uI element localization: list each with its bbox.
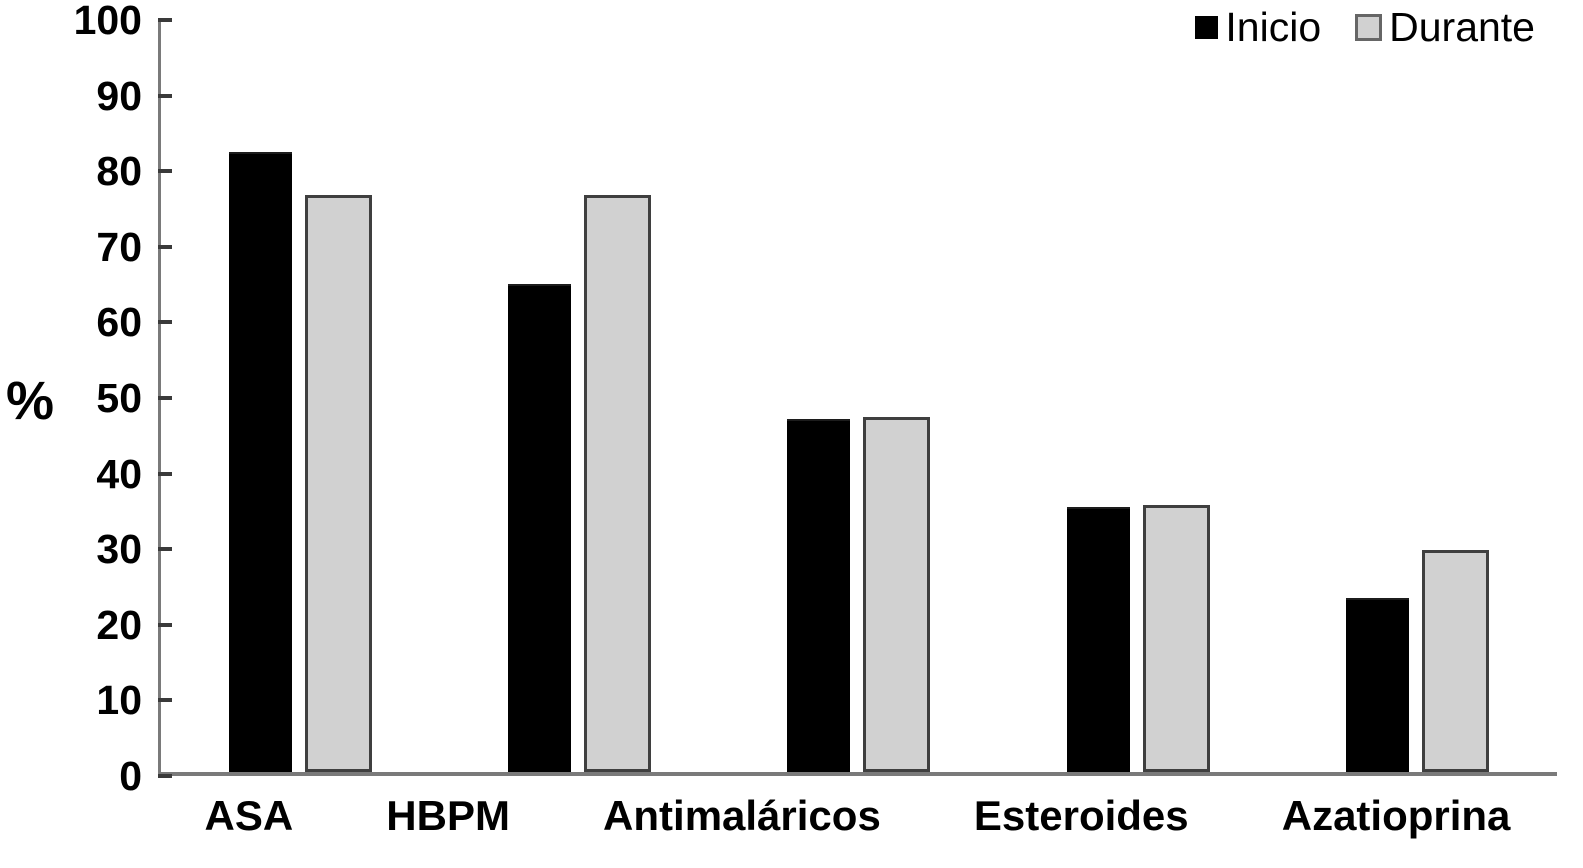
durante-swatch-icon [1355, 14, 1383, 41]
y-tick-label: 40 [96, 451, 142, 497]
bar-durante-asa [305, 195, 373, 772]
bar-group-hbpm [508, 195, 652, 772]
bar-group-asa [229, 152, 373, 772]
y-tick [158, 623, 172, 627]
bar-durante-azatioprina [1421, 550, 1489, 772]
legend-item-durante: Durante [1355, 4, 1535, 51]
x-label-hbpm: HBPM [386, 792, 510, 839]
y-tick-label: 80 [96, 148, 142, 194]
y-tick [158, 245, 172, 249]
bar-inicio-antimalaricos [787, 419, 851, 772]
legend-label: Durante [1389, 4, 1535, 50]
y-tick [158, 320, 172, 324]
bar-durante-antimalaricos [863, 417, 931, 772]
y-tick [158, 169, 172, 173]
bar-inicio-hbpm [508, 284, 572, 772]
bar-inicio-esteroides [1066, 507, 1130, 772]
y-tick-label: 0 [119, 753, 142, 799]
legend: Inicio Durante [1195, 4, 1535, 51]
inicio-swatch-icon [1195, 16, 1219, 39]
x-label-azatioprina: Azatioprina [1281, 792, 1511, 839]
y-tick [158, 18, 172, 22]
y-axis-title: % [6, 371, 55, 431]
bar-inicio-asa [229, 152, 293, 772]
x-label-asa: ASA [204, 792, 294, 839]
y-tick [158, 396, 172, 400]
bar-durante-esteroides [1142, 505, 1210, 772]
y-tick-label: 100 [73, 0, 142, 43]
legend-item-inicio: Inicio [1195, 4, 1321, 51]
bar-group-antimalaricos [787, 417, 931, 772]
y-tick [158, 698, 172, 702]
x-label-antimalaricos: Antimaláricos [603, 792, 881, 839]
bar-group-esteroides [1066, 505, 1210, 772]
bar-durante-hbpm [584, 195, 652, 772]
y-tick [158, 774, 172, 778]
y-tick-label: 30 [96, 526, 142, 572]
y-tick [158, 94, 172, 98]
y-tick [158, 547, 172, 551]
y-tick-label: 10 [96, 677, 142, 723]
y-tick-label: 60 [96, 299, 142, 345]
x-label-esteroides: Esteroides [973, 792, 1189, 839]
x-axis-labels: ASA HBPM Antimaláricos Esteroides Azatioprin… [158, 792, 1557, 840]
legend-label: Inicio [1225, 4, 1322, 50]
y-tick-label: 20 [96, 602, 142, 648]
y-tick-label: 50 [96, 375, 142, 421]
bar-inicio-azatioprina [1345, 598, 1409, 772]
bar-group-azatioprina [1345, 550, 1489, 772]
y-tick-label: 90 [96, 73, 142, 119]
bar-groups [161, 20, 1557, 772]
y-tick [158, 472, 172, 476]
y-tick-label: 70 [96, 224, 142, 270]
plot-area [158, 20, 1557, 776]
